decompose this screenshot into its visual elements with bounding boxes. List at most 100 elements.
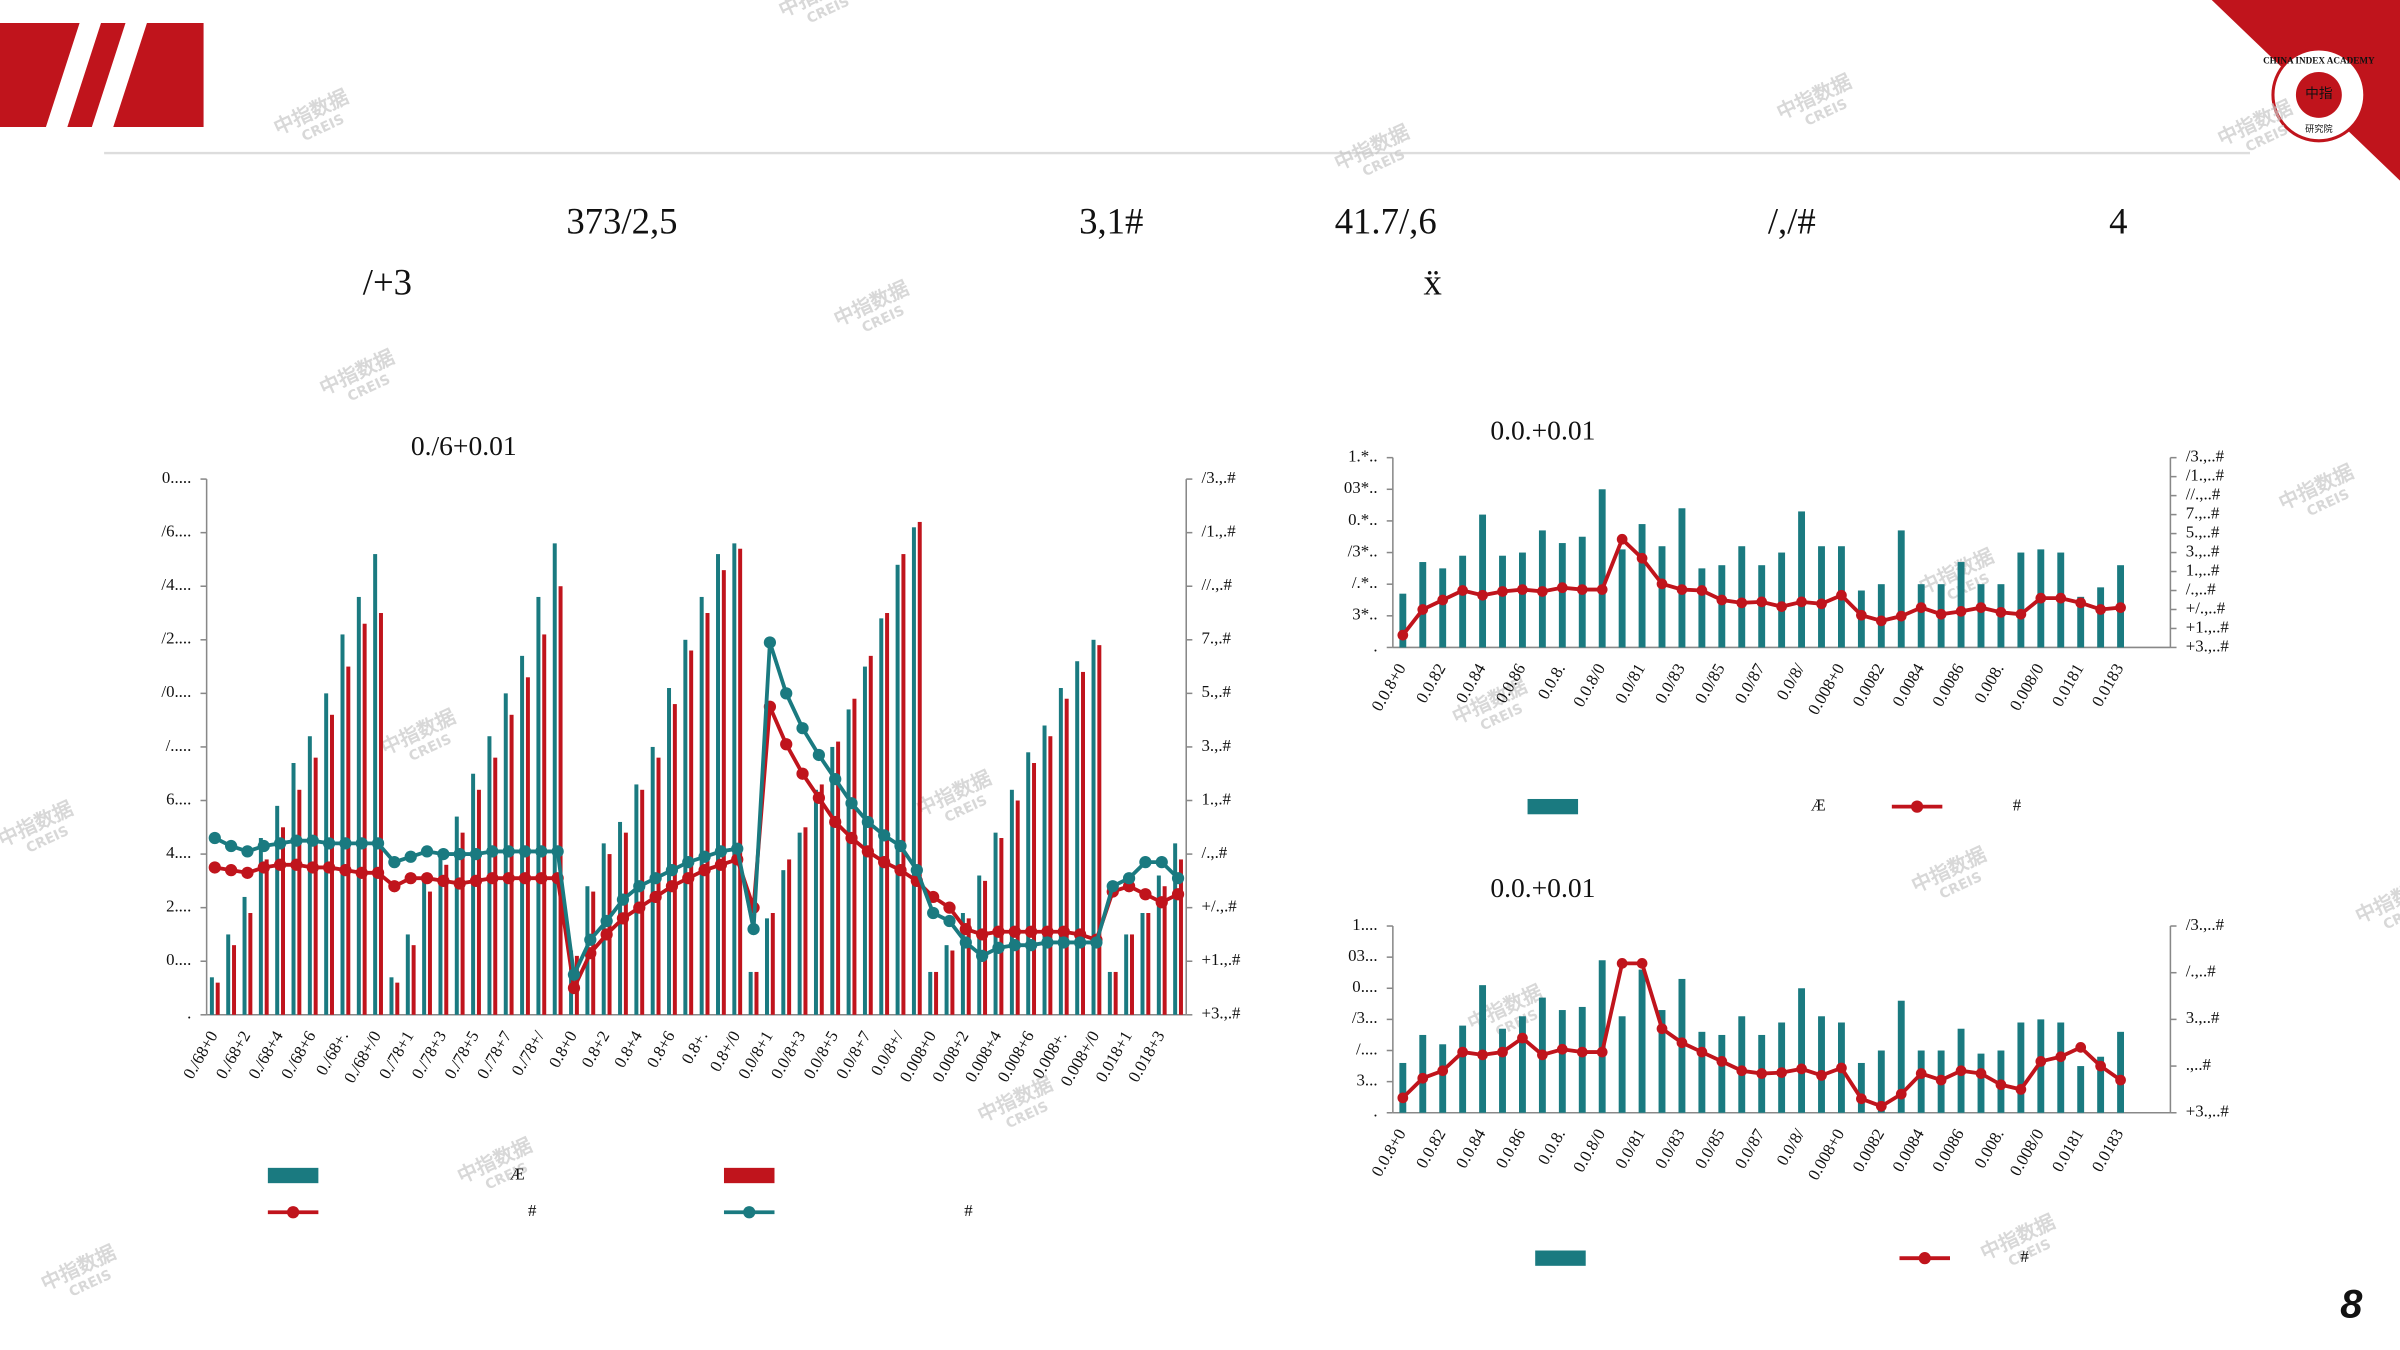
marker xyxy=(486,845,499,858)
bar xyxy=(209,977,214,1015)
marker xyxy=(1776,601,1787,612)
bar xyxy=(1091,639,1096,1015)
marker xyxy=(714,845,728,858)
bar xyxy=(1048,736,1053,1015)
y2-tick-label: /3.,..# xyxy=(2186,915,2225,934)
marker xyxy=(1975,602,1987,613)
marker xyxy=(306,834,319,847)
bar xyxy=(983,880,988,1015)
bar xyxy=(291,763,296,1015)
marker xyxy=(420,845,434,858)
bar xyxy=(716,554,720,1015)
marker xyxy=(861,815,874,829)
bar xyxy=(1917,1050,1925,1113)
bar xyxy=(862,666,867,1015)
y2-tick-label: /1.,..# xyxy=(2186,465,2225,484)
x-tick-label: 0.0.84 xyxy=(1452,1125,1490,1171)
marker xyxy=(290,858,303,871)
marker xyxy=(1915,602,1927,613)
x-tick-label: 0.0086 xyxy=(1928,1126,1968,1176)
marker xyxy=(1155,855,1168,869)
marker xyxy=(322,861,336,874)
x-tick-label: 0.008. xyxy=(1970,1126,2007,1172)
bar xyxy=(1857,1062,1865,1113)
bar xyxy=(748,971,753,1015)
header-text: /,/# xyxy=(1768,200,1816,241)
bar xyxy=(960,913,965,1015)
x-tick-label: 0.0181 xyxy=(2048,1126,2088,1176)
bar xyxy=(1798,988,1806,1113)
bar xyxy=(738,548,743,1015)
x-tick-label: 0.0/83 xyxy=(1651,1126,1689,1172)
y-tick-label: 3... xyxy=(1357,1070,1378,1089)
marker xyxy=(273,858,287,871)
y-tick-label: 2.... xyxy=(166,897,191,916)
marker xyxy=(1122,872,1136,885)
x-tick-label: 0.0.8. xyxy=(1534,1126,1569,1168)
marker xyxy=(976,928,989,941)
bar xyxy=(1058,688,1063,1015)
page-number: 8 xyxy=(2340,1283,2363,1327)
bar xyxy=(307,736,312,1015)
marker xyxy=(1636,958,1648,969)
bar xyxy=(2017,552,2025,648)
x-tick-label: 0.0.8/0 xyxy=(1569,1126,1609,1176)
header-text: 373/2,5 xyxy=(566,200,677,241)
bar xyxy=(373,554,378,1015)
bar xyxy=(460,832,465,1015)
marker xyxy=(404,872,417,885)
bar xyxy=(264,859,269,1015)
bar xyxy=(1499,1028,1506,1113)
x-tick-label: 0.0082 xyxy=(1849,1126,1889,1176)
chart-title: 0./6+0.01 xyxy=(411,430,517,461)
y2-tick-label: +3.,..# xyxy=(2186,1102,2230,1121)
marker xyxy=(796,722,809,735)
y-tick-label: 0.*.. xyxy=(1348,510,1377,529)
x-tick-label: 0.8+4 xyxy=(610,1027,646,1071)
bar xyxy=(1146,913,1151,1015)
bar xyxy=(977,875,982,1015)
bar xyxy=(895,564,900,1015)
bar xyxy=(471,773,476,1015)
y-tick-label: 6.... xyxy=(166,789,191,808)
marker xyxy=(2015,1084,2027,1095)
marker xyxy=(796,767,809,780)
marker xyxy=(1025,939,1038,952)
marker xyxy=(878,855,891,869)
marker xyxy=(1090,936,1103,949)
marker xyxy=(682,872,695,885)
header-slash xyxy=(91,22,147,128)
bar xyxy=(2057,1022,2065,1113)
y2-tick-label: 7.,..# xyxy=(2186,503,2220,522)
marker xyxy=(2015,608,2027,620)
bar xyxy=(830,746,835,1015)
bar xyxy=(248,913,253,1015)
y-tick-label: /2.... xyxy=(161,629,191,648)
header-text: /+3 xyxy=(363,262,412,303)
marker xyxy=(388,855,401,869)
marker xyxy=(208,861,221,874)
logo-ring: CHINA INDEX ACADEMY xyxy=(2263,55,2375,65)
bar xyxy=(226,934,231,1015)
y-tick-label: /..... xyxy=(166,736,192,755)
bar xyxy=(1459,1025,1467,1113)
bar xyxy=(2077,596,2085,648)
bar xyxy=(1957,562,1965,648)
bar xyxy=(558,586,563,1015)
y2-tick-label: /.,.# xyxy=(1202,843,1228,862)
bar xyxy=(536,596,541,1015)
bar xyxy=(1479,985,1487,1113)
x-tick-label: 0.008+0 xyxy=(1804,1126,1848,1184)
x-tick-label: 0.0/83 xyxy=(1651,660,1689,706)
y-tick-label: 4.... xyxy=(166,843,191,862)
bar xyxy=(444,864,449,1015)
y2-tick-label: 1.,.# xyxy=(1202,789,1232,808)
bar xyxy=(934,971,939,1015)
marker xyxy=(241,866,254,879)
bar xyxy=(1097,645,1102,1015)
bar xyxy=(1162,886,1167,1015)
marker xyxy=(1497,586,1508,597)
y2-tick-label: /3.,.# xyxy=(1202,468,1237,487)
y-tick-label: 03... xyxy=(1348,946,1377,965)
y2-tick-label: 3.,..# xyxy=(2186,1008,2220,1027)
